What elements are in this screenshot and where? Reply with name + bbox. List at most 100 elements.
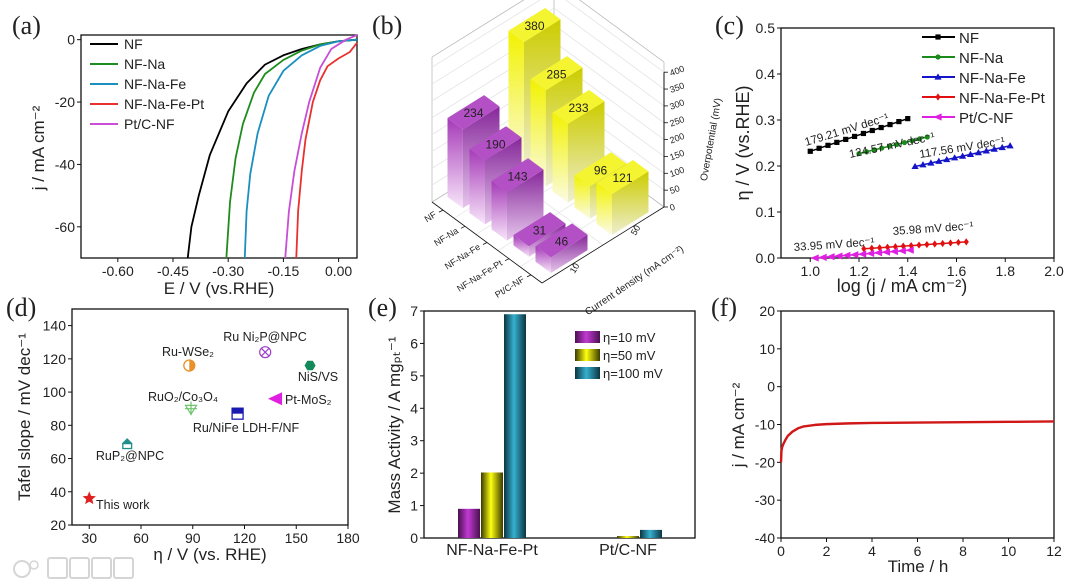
marker-circle [886, 143, 892, 149]
x-tick-label: -0.60 [102, 263, 134, 279]
bar-value-label: 143 [507, 169, 527, 183]
plot-frame [423, 310, 696, 539]
category-tick [438, 209, 444, 213]
legend-label: η=50 mV [603, 348, 656, 363]
chart-a-polarization: -0.60 -0.45 -0.30 -0.15 0.00 0 -20 -40 -60 NF NF-N… [29, 32, 358, 298]
bar-value-label: 31 [533, 223, 547, 237]
marker-cross-triangle [184, 401, 198, 416]
panel-label: (c) [715, 11, 744, 40]
point-label: RuP₂@NPC [96, 449, 164, 463]
category-tick [526, 274, 532, 278]
y-tick-label: 0 [410, 530, 418, 546]
bar-top-face [530, 56, 583, 91]
bar-top-face [596, 160, 649, 195]
marker-triangle [934, 73, 942, 80]
y-tick-label: 100 [43, 384, 67, 400]
chart-c-tafel: 1.0 1.2 1.4 1.6 1.8 2.00.00.10.20.30.40.5179.… [733, 20, 1064, 296]
marker-x [260, 347, 270, 357]
category-tick [482, 242, 488, 245]
bar-front-face [530, 78, 546, 187]
gridline [565, 0, 665, 73]
legend-label: NF [124, 36, 143, 52]
bar-top-face [491, 158, 544, 193]
y-tick-label: -20 [755, 454, 775, 470]
marker-square [816, 145, 822, 151]
x-tick-label: 1.2 [849, 263, 869, 279]
category-tick [504, 258, 510, 262]
legend-label: η=10 mV [603, 330, 656, 345]
y-tick-label: -40 [55, 156, 75, 172]
x-tick-label: 6 [914, 543, 922, 559]
x-axis-title: η / V (vs. RHE) [153, 545, 266, 564]
bar-value-label: 46 [555, 234, 569, 248]
point-label: RuO₂/Co₃O₄ [148, 390, 218, 404]
bar-η=100 mV [640, 529, 662, 538]
z-tick-label: 200 [668, 131, 686, 146]
bar-front-face [596, 182, 612, 235]
watermark-glyph [69, 557, 90, 579]
marker-tri-left [268, 392, 283, 406]
marker-square [807, 148, 813, 154]
legend-swatch [575, 331, 600, 343]
bar-η=50 mV [617, 536, 639, 538]
y-tick-label: 0.4 [756, 66, 776, 82]
wall-edge [431, 0, 525, 58]
marker-diamond [884, 243, 891, 251]
legend-swatch [575, 349, 600, 361]
bar-value-label: 96 [594, 163, 608, 177]
series-line-NF-Na-Fe-Pt [295, 42, 358, 259]
y-tick-label: -10 [755, 417, 775, 433]
marker-tri-left [889, 247, 898, 256]
legend-label: NF-Na-Fe-Pt [124, 96, 204, 112]
chart-f-stability: 0 2 4 6 8 10 12 20 10 0 -10 -20 -30 -40 Time / h j / mA… [729, 303, 1062, 576]
x-tick-label: 30 [81, 530, 97, 546]
point-label: This work [96, 498, 150, 512]
marker-diamond [924, 240, 930, 249]
plot-frame [71, 308, 349, 526]
point-label: NiS/VS [298, 370, 338, 384]
marker-triangle [919, 161, 927, 168]
marker-tri-left [881, 248, 891, 256]
category-tick [460, 225, 466, 229]
bar-front-face [447, 117, 463, 209]
category-label: NF-Na-Fe [443, 242, 482, 272]
marker-triangle [998, 143, 1006, 151]
point-label: Ru-WSe₂ [162, 345, 214, 359]
marker-circle [894, 141, 900, 147]
marker-tri-left [865, 249, 875, 258]
x-axis-title: log (j / mA cm⁻²) [837, 276, 968, 296]
slope-annotation: 33.95 mV dec⁻¹ [793, 236, 875, 254]
legend-swatch [575, 367, 600, 379]
z-axis-title: Overpotential (mV) [699, 97, 724, 182]
depth-tick-label: 50 [629, 223, 643, 237]
bar-front-face [469, 149, 485, 225]
bar-front-face [513, 234, 529, 257]
x-tick-label: 90 [185, 530, 201, 546]
bar-front-face [552, 112, 568, 203]
watermark-glyph [91, 557, 112, 579]
bar-front-face [574, 175, 590, 219]
y-tick-label: 0 [767, 379, 775, 395]
plot-frame [80, 34, 358, 259]
marker-roof [121, 438, 133, 444]
y-axis-title: j / mA cm⁻² [29, 105, 48, 191]
watermark-mark [29, 560, 39, 570]
marker-half [232, 408, 244, 414]
bar-front-face [491, 181, 507, 241]
y-axis-title: j / mA cm⁻² [729, 382, 748, 468]
panel-label: (e) [368, 293, 397, 322]
gridline [553, 7, 665, 90]
marker-house [121, 438, 133, 450]
marker-tri-left [933, 113, 942, 121]
series-group [186, 34, 358, 259]
marker-square [935, 34, 941, 40]
z-tick-label: 50 [668, 183, 681, 196]
bar-top-face [535, 223, 588, 258]
marker-tri-left [905, 246, 914, 254]
marker-triangle [927, 159, 935, 166]
marker-star [82, 491, 96, 505]
marker-triangle [974, 149, 983, 156]
marker-diamond [916, 241, 922, 249]
